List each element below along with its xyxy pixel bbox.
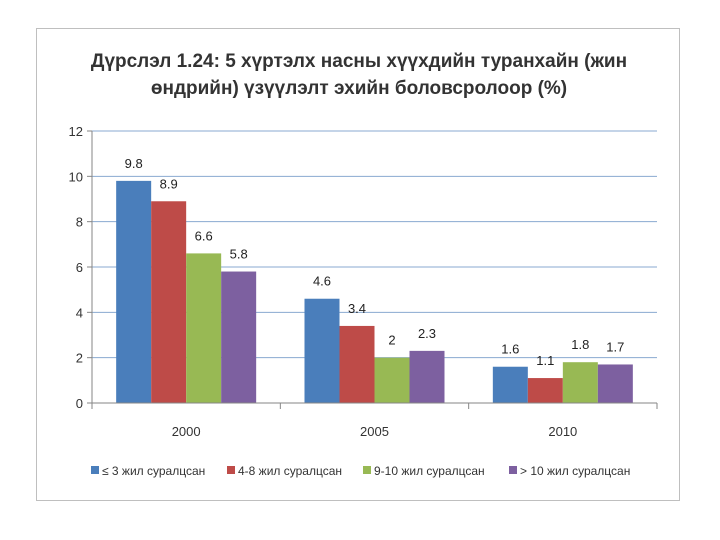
data-label-2000-series-2: 8.9: [160, 176, 178, 191]
y-tick-label-6: 6: [76, 260, 83, 275]
data-label-2005-series-4: 2.3: [418, 326, 436, 341]
data-label-2005-series-1: 4.6: [313, 274, 331, 289]
data-label-2010-series-4: 1.7: [606, 339, 624, 354]
bar-2000-series-4: [221, 271, 257, 403]
chart-frame: Дүрслэл 1.24: 5 хүртэлх насны хүүхдийн т…: [36, 28, 680, 501]
chart-title: Дүрслэл 1.24: 5 хүртэлх насны хүүхдийн т…: [91, 51, 627, 99]
chart: Дүрслэл 1.24: 5 хүртэлх насны хүүхдийн т…: [69, 51, 658, 478]
bar-2005-series-2: [339, 325, 375, 403]
y-tick-label-10: 10: [69, 169, 83, 184]
bar-2010-series-2: [527, 378, 563, 403]
legend-swatch-series-1: [91, 466, 99, 474]
legend-swatch-series-4: [509, 466, 517, 474]
y-tick-label-4: 4: [76, 305, 83, 320]
chart-title-line-1: Дүрслэл 1.24: 5 хүртэлх насны хүүхдийн т…: [91, 51, 627, 72]
bar-2000-series-1: [116, 180, 152, 403]
y-tick-label-0: 0: [76, 396, 83, 411]
data-label-2000-series-4: 5.8: [230, 247, 248, 262]
legend-label-series-2: 4-8 жил суралцсан: [238, 464, 342, 478]
bar-2005-series-4: [409, 350, 445, 403]
y-tick-label-12: 12: [69, 124, 83, 139]
x-axis: 2000 2005 2010: [91, 402, 658, 439]
data-label-2010-series-2: 1.1: [536, 353, 554, 368]
bar-2010-series-4: [597, 364, 633, 403]
data-label-2000-series-3: 6.6: [195, 228, 213, 243]
bar-2005-series-1: [304, 298, 340, 403]
data-label-2005-series-2: 3.4: [348, 301, 366, 316]
legend-swatch-series-3: [363, 466, 371, 474]
legend-swatch-series-2: [227, 466, 235, 474]
legend-label-series-3: 9-10 жил суралцсан: [374, 464, 485, 478]
x-tick-label-2005: 2005: [360, 424, 389, 439]
bar-2005-series-3: [374, 357, 410, 403]
bar-2000-series-2: [151, 201, 187, 403]
legend-label-series-1: ≤ 3 жил суралцсан: [102, 464, 205, 478]
data-label-2010-series-3: 1.8: [571, 337, 589, 352]
data-label-2010-series-1: 1.6: [501, 342, 519, 357]
y-tick-label-8: 8: [76, 215, 83, 230]
y-axis: 0 2 4 6 8 10 12: [69, 124, 93, 411]
legend: ≤ 3 жил суралцсан 4-8 жил суралцсан 9-10 ж…: [91, 464, 630, 478]
bar-2000-series-3: [186, 253, 222, 403]
chart-title-line-2: өндрийн) үзүүлэлт эхийн боловсролоор (%): [151, 78, 567, 99]
data-label-2000-series-1: 9.8: [125, 156, 143, 171]
bars: [116, 180, 633, 403]
bar-2010-series-3: [562, 362, 598, 403]
x-tick-label-2010: 2010: [548, 424, 577, 439]
legend-label-series-4: > 10 жил суралцсан: [520, 464, 630, 478]
data-label-2005-series-3: 2: [388, 333, 395, 348]
data-labels: 9.8 4.6 1.6 8.9 3.4 1.1 6.6 2 1.8 5.8 2.3 1.7: [125, 156, 625, 368]
y-tick-label-2: 2: [76, 351, 83, 366]
x-tick-label-2000: 2000: [172, 424, 201, 439]
bar-2010-series-1: [492, 366, 528, 403]
